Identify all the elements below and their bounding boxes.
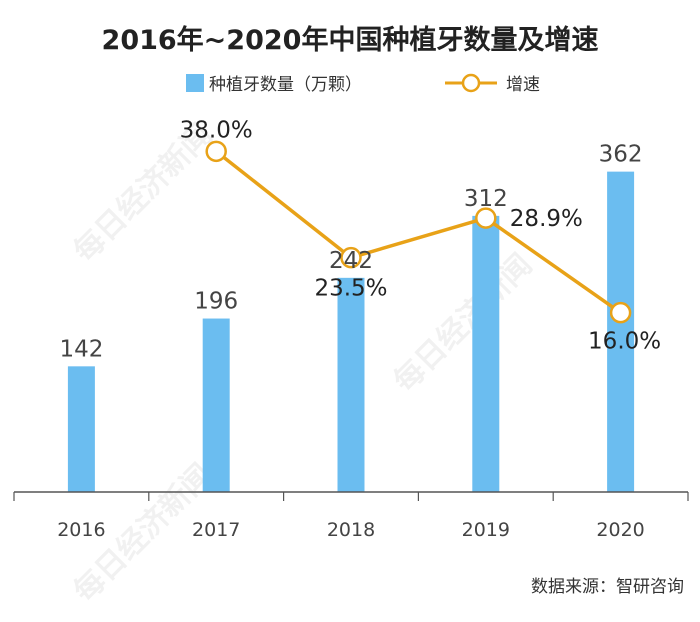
line-labels: 38.0% 23.5% 28.9% 16.0%: [180, 117, 661, 354]
bar-2019: [472, 215, 500, 492]
growth-label-2017: 38.0%: [180, 117, 253, 143]
bar-label-2016: 142: [59, 336, 103, 362]
legend-line-label: 增速: [506, 75, 540, 95]
bar-label-2017: 196: [194, 289, 238, 315]
bar-2016: [67, 366, 95, 492]
x-tick-label-2017: 2017: [192, 519, 240, 541]
x-tick-label-2016: 2016: [57, 519, 105, 541]
bar-2020: [607, 171, 635, 492]
growth-line: [215, 149, 622, 315]
growth-point-2020: [609, 301, 632, 324]
chart-title: 2016年~2020年中国种植牙数量及增速: [102, 24, 599, 56]
bar-series: [67, 171, 635, 492]
watermark-2: 每日经济新闻: [387, 247, 539, 399]
x-tick-label-2019: 2019: [462, 519, 510, 541]
bar-labels: 142 196 242 312 362: [59, 142, 642, 363]
legend-bar-swatch: [186, 74, 204, 92]
growth-label-2018: 23.5%: [314, 276, 387, 302]
bar-label-2020: 362: [599, 142, 643, 168]
x-tick-label-2020: 2020: [596, 519, 644, 541]
line-series: [205, 140, 632, 324]
growth-point-2017: [205, 140, 227, 163]
growth-label-2020: 16.0%: [588, 329, 661, 355]
bar-label-2019: 312: [464, 186, 508, 212]
bar-2017: [202, 318, 230, 492]
bar-label-2018: 242: [329, 248, 373, 274]
x-tick-label-2018: 2018: [327, 519, 375, 541]
growth-point-2019: [475, 207, 497, 229]
source-note: 数据来源：智研咨询: [531, 577, 684, 597]
growth-label-2019: 28.9%: [510, 206, 583, 232]
bar-2018: [337, 277, 365, 492]
x-axis-ticks: 2016 2017 2018 2019 2020: [13, 492, 689, 541]
growth-point-2018: [340, 246, 362, 269]
legend-bar-label: 种植牙数量（万颗）: [209, 75, 362, 95]
legend-line-marker: [461, 73, 481, 93]
legend: 种植牙数量（万颗） 增速: [186, 73, 540, 95]
